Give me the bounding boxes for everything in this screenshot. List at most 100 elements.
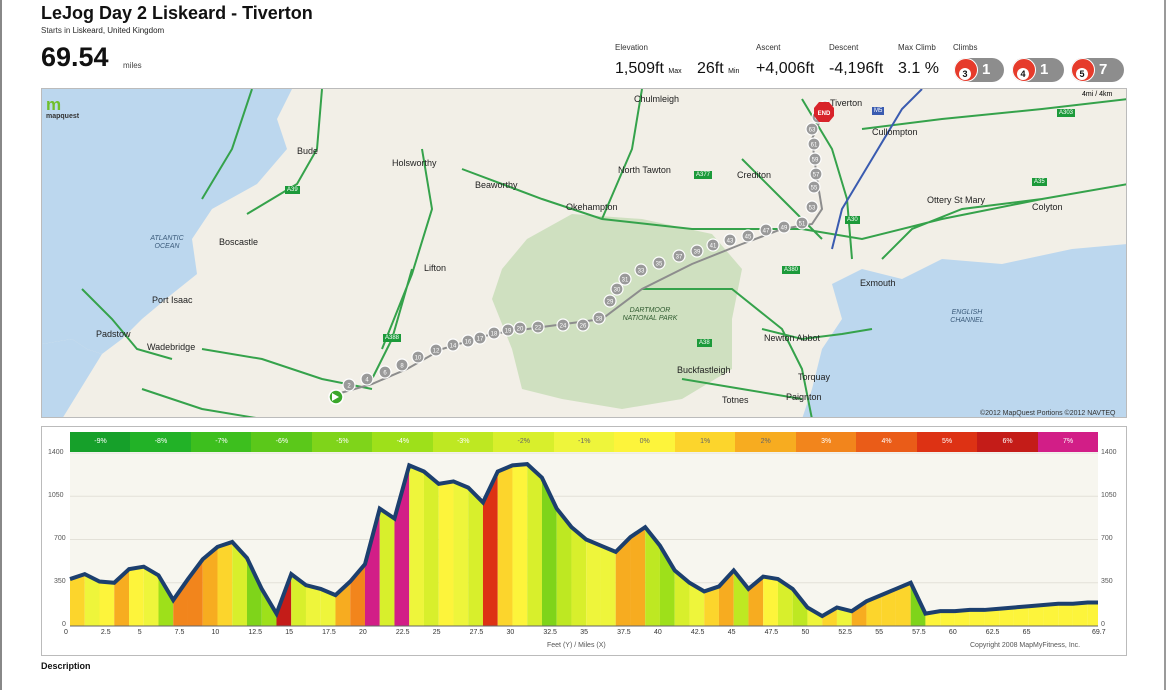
park-label: DARTMOOR NATIONAL PARK	[622, 307, 678, 322]
y-tick-right: 1400	[1101, 449, 1117, 456]
scale-mi: 4mi	[1082, 91, 1094, 98]
profile-segment	[954, 609, 970, 626]
profile-segment	[763, 576, 778, 626]
route-marker-label: 6	[383, 371, 387, 377]
place-label: Torquay	[798, 372, 831, 382]
route-marker[interactable]	[360, 372, 374, 386]
route-marker[interactable]	[395, 358, 409, 372]
grade-legend-cell: -9%	[70, 432, 131, 452]
route-line	[336, 110, 825, 395]
route-marker[interactable]	[592, 311, 606, 325]
route-marker[interactable]	[446, 338, 460, 352]
route-marker[interactable]	[809, 167, 823, 181]
profile-segment	[468, 487, 483, 626]
climb-category-icon: 3	[954, 58, 978, 82]
profile-segment	[497, 465, 513, 626]
road-label: A30	[845, 216, 860, 224]
elevation-min: 26ft Min	[697, 60, 739, 78]
road-label: A35	[1032, 178, 1047, 186]
end-marker-label: END	[818, 111, 831, 117]
route-marker[interactable]	[706, 238, 720, 252]
road-label: A38	[697, 339, 712, 347]
profile-segment	[364, 508, 380, 626]
descent-value: -4,196ft	[829, 60, 884, 77]
route-marker[interactable]	[603, 294, 617, 308]
place-label: Ottery St Mary	[927, 195, 986, 205]
climb-badge-cat4[interactable]: 4 1	[1012, 58, 1064, 82]
route-marker[interactable]	[618, 272, 632, 286]
route-map[interactable]: 2 4 6 8 10 12 14 16 17 18 19 20 22 24 26 28 29 30 31 33 35 37…	[41, 88, 1127, 418]
route-marker[interactable]	[808, 152, 822, 166]
route-marker[interactable]	[473, 331, 487, 345]
x-tick-label: 17.5	[322, 629, 336, 636]
road-label: M5	[872, 107, 885, 115]
profile-segment	[881, 588, 896, 626]
route-marker[interactable]	[777, 220, 791, 234]
route-marker[interactable]	[807, 137, 821, 151]
route-marker[interactable]	[429, 343, 443, 357]
place-label: Tiverton	[830, 98, 863, 108]
route-marker[interactable]	[807, 180, 821, 194]
route-marker-label: 2	[347, 384, 351, 390]
national-park-area	[492, 214, 742, 409]
profile-segment	[969, 609, 985, 626]
route-marker[interactable]	[634, 263, 648, 277]
climb-badge-cat5[interactable]: 5 7	[1071, 58, 1124, 82]
grade-legend-cell: -1%	[553, 432, 615, 452]
route-marker[interactable]	[342, 378, 356, 392]
x-tick-label: 22.5	[395, 629, 410, 636]
route-marker[interactable]	[411, 350, 425, 364]
route-marker-label: 16	[465, 340, 472, 346]
route-marker[interactable]	[531, 320, 545, 334]
profile-segment	[615, 537, 631, 626]
profile-segment	[512, 464, 528, 626]
route-marker[interactable]	[805, 200, 819, 214]
route-marker[interactable]	[513, 321, 527, 335]
profile-segment	[70, 574, 85, 626]
climb-count: 1	[1040, 61, 1049, 78]
description-heading: Description	[41, 661, 91, 671]
profile-segment	[99, 581, 115, 626]
max-climb-value: 3.1 %	[898, 60, 939, 77]
route-marker[interactable]	[652, 256, 666, 270]
route-marker[interactable]	[690, 244, 704, 258]
route-marker[interactable]	[795, 216, 809, 230]
route-marker[interactable]	[487, 326, 501, 340]
profile-segment	[600, 545, 616, 626]
profile-segment	[689, 582, 705, 626]
route-marker[interactable]	[610, 282, 624, 296]
climb-category: 3	[959, 68, 971, 80]
grade-legend-cell: 0%	[614, 432, 676, 452]
ocean-west	[42, 89, 292, 354]
route-marker[interactable]	[576, 318, 590, 332]
place-label: Exmouth	[860, 278, 896, 288]
route-marker[interactable]	[741, 229, 755, 243]
water-label: ENGLISH CHANNEL	[950, 309, 984, 324]
route-marker[interactable]	[556, 318, 570, 332]
profile-segment	[556, 508, 572, 626]
ocean-sw	[42, 339, 102, 417]
profile-segment	[984, 608, 1000, 626]
max-climb-label: Max Climb	[898, 43, 936, 52]
route-marker[interactable]	[461, 334, 475, 348]
climb-badge-cat3[interactable]: 3 1	[954, 58, 1004, 82]
route-marker-label: 55	[811, 186, 818, 192]
route-marker[interactable]	[759, 223, 773, 237]
end-marker-icon[interactable]	[814, 102, 834, 122]
motorway	[831, 89, 923, 250]
road-label: A303	[1057, 109, 1076, 117]
route-marker[interactable]	[805, 122, 819, 136]
route-marker[interactable]	[723, 233, 737, 247]
x-tick-label: 7.5	[174, 629, 185, 636]
grade-legend-cell: 5%	[916, 432, 978, 452]
profile-segment	[1028, 604, 1044, 626]
route-marker-label: 19	[505, 329, 512, 335]
profile-segment	[822, 607, 837, 626]
route-marker[interactable]	[672, 249, 686, 263]
route-marker-label: 37	[676, 255, 683, 261]
mapquest-logo: m mapquest	[46, 95, 79, 123]
elevation-line	[69, 462, 1098, 619]
route-marker[interactable]	[378, 365, 392, 379]
grade-legend-cell: -3%	[432, 432, 494, 452]
